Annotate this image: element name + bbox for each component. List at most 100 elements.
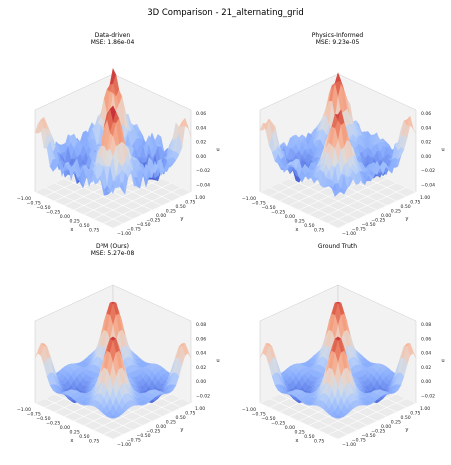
z-tick-label: 0.04 (421, 125, 431, 131)
z-tick-label: 0.00 (196, 379, 206, 385)
y-tick-label: 0.75 (410, 411, 420, 417)
z-tick-label: 0.00 (421, 379, 431, 385)
x-tick-label: 0.00 (60, 214, 70, 220)
z-tick-label: −0.02 (421, 393, 435, 399)
figure-title: 3D Comparison - 21_alternating_grid (147, 8, 304, 18)
grid-line (308, 178, 387, 215)
x-tick-label: −0.50 (261, 416, 275, 422)
x-axis-label: x (70, 438, 73, 444)
y-tick-label: 1.00 (195, 195, 205, 201)
x-tick-label: −0.25 (46, 210, 60, 216)
y-tick-label: 0.00 (381, 213, 391, 219)
x-tick-label: 0.75 (89, 228, 99, 234)
x-axis-label: x (295, 438, 298, 444)
y-tick-label: 0.25 (391, 420, 401, 426)
z-tick-label: 0.02 (196, 140, 206, 146)
y-axis-label: y (180, 427, 183, 433)
y-tick-label: −1.00 (117, 442, 131, 448)
y-tick-label: −0.50 (137, 433, 151, 439)
y-tick-label: 0.75 (185, 411, 195, 417)
x-tick-label: 0.25 (70, 219, 80, 225)
grid-line (103, 398, 182, 435)
z-tick-label: 0.04 (196, 125, 206, 131)
x-axis-label: x (295, 227, 298, 233)
panel-data-driven: −1.00 −0.75 −0.50 −0.25 0.00 0.25 0.50 0.75 −1.0… (0, 32, 225, 254)
surface (259, 72, 417, 197)
y-tick-label: −0.50 (137, 222, 151, 228)
y-tick-label: 0.00 (156, 424, 166, 430)
y-tick-label: −0.75 (352, 227, 366, 233)
x-tick-label: 0.25 (70, 430, 80, 436)
x-tick-label: −0.25 (271, 210, 285, 216)
surface (34, 68, 192, 196)
x-tick-label: −1.00 (17, 407, 31, 413)
z-tick-label: −0.04 (196, 182, 210, 188)
y-tick-label: −0.75 (127, 227, 141, 233)
panel-title-mse: MSE: 1.86e-04 (90, 39, 135, 46)
x-tick-label: 0.75 (89, 439, 99, 445)
z-tick-label: 0.00 (421, 154, 431, 160)
x-tick-label: 0.25 (295, 430, 305, 436)
z-axis-label: u (441, 358, 444, 364)
x-tick-label: −0.75 (27, 412, 41, 418)
y-tick-label: −0.25 (371, 429, 385, 435)
surface-patch (109, 417, 117, 419)
y-tick-label: 0.50 (176, 415, 186, 421)
z-tick-label: −0.04 (421, 182, 435, 188)
y-axis-label: y (180, 216, 183, 222)
surface-plot-ground-truth: −1.00−0.75−0.50−0.250.000.250.500.75−1.0… (242, 284, 445, 448)
y-tick-label: 0.25 (391, 209, 401, 215)
x-tick-label: 0.50 (304, 434, 314, 440)
y-tick-label: −1.00 (342, 442, 356, 448)
x-tick-label: −0.75 (252, 201, 266, 207)
panel-title: Data-driven MSE: 1.86e-04 (0, 32, 225, 46)
y-tick-label: 0.25 (166, 420, 176, 426)
x-tick-label: 0.25 (295, 219, 305, 225)
grid-line (318, 182, 397, 220)
surface-patch (334, 191, 342, 193)
y-axis-label: y (405, 427, 408, 433)
x-tick-label: −0.75 (252, 412, 266, 418)
panel-title-name: Data-driven (94, 32, 131, 39)
grid-line (318, 393, 397, 431)
z-axis-label: u (216, 147, 219, 153)
x-tick-label: 0.50 (304, 223, 314, 229)
panel-title-name: D³M (Ours) (96, 243, 129, 250)
y-tick-label: −0.25 (146, 218, 160, 224)
x-axis-label: x (70, 227, 73, 233)
y-tick-label: 0.50 (401, 204, 411, 210)
surface-patch (109, 184, 117, 194)
panel-d3m: −1.00 −0.75 −0.50 −0.25 0.00 0.25 0.50 0.75 −1.0… (0, 243, 225, 465)
panel-title: Ground Truth (225, 243, 450, 250)
x-tick-label: −0.25 (46, 421, 60, 427)
x-tick-label: −0.50 (36, 416, 50, 422)
surface-plot-data-driven: −1.00−0.75−0.50−0.250.000.250.500.75−1.0… (17, 68, 220, 237)
y-tick-label: −0.50 (362, 222, 376, 228)
x-tick-label: 0.75 (314, 439, 324, 445)
surface-patch (334, 417, 342, 419)
x-tick-label: 0.50 (79, 223, 89, 229)
y-tick-label: 0.00 (156, 213, 166, 219)
y-tick-label: 1.00 (195, 406, 205, 412)
y-tick-label: 0.50 (401, 415, 411, 421)
y-tick-label: −0.75 (352, 438, 366, 444)
z-tick-label: 0.06 (421, 336, 431, 342)
panel-title-name: Ground Truth (317, 243, 358, 250)
z-axis-label: u (216, 358, 219, 364)
x-tick-label: −1.00 (242, 196, 256, 202)
y-tick-label: 1.00 (420, 406, 430, 412)
grid-line (93, 182, 172, 220)
y-tick-label: −1.00 (117, 231, 131, 237)
grid-line (93, 393, 172, 431)
y-tick-label: −0.25 (371, 218, 385, 224)
x-tick-label: −0.75 (27, 201, 41, 207)
grid-line (328, 187, 407, 224)
x-tick-label: −1.00 (242, 407, 256, 413)
y-tick-label: −0.75 (127, 438, 141, 444)
x-tick-label: 0.50 (79, 434, 89, 440)
grid-line (328, 398, 407, 435)
z-tick-label: 0.02 (421, 365, 431, 371)
z-tick-label: 0.06 (196, 111, 206, 117)
y-tick-label: 0.75 (185, 200, 195, 206)
z-tick-label: 0.08 (196, 322, 206, 328)
